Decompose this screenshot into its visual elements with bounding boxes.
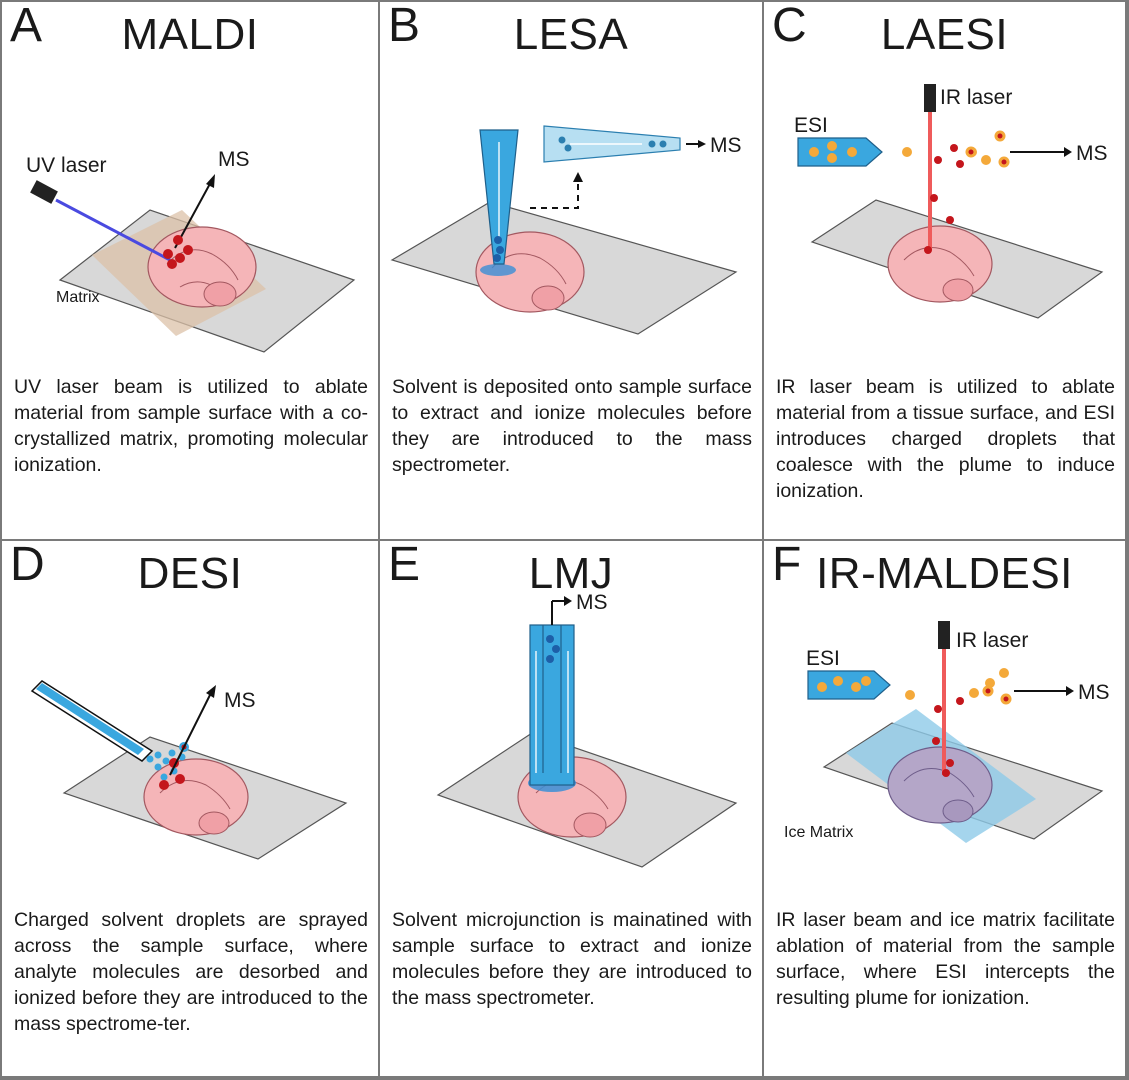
brain-icon bbox=[887, 746, 993, 824]
ms-label: MS bbox=[576, 591, 608, 614]
laser-emitter-icon bbox=[924, 84, 936, 112]
maldi-illustration: UV laser MS Matrix bbox=[26, 148, 356, 353]
laser-label: UV laser bbox=[26, 154, 107, 177]
panel-lesa: MS B LESA Solvent is deposited onto samp… bbox=[380, 2, 764, 541]
panel-title: LMJ bbox=[528, 549, 614, 598]
panel-title: DESI bbox=[137, 549, 243, 598]
matrix-label: Ice Matrix bbox=[784, 824, 853, 841]
matrix-label: Matrix bbox=[56, 289, 100, 306]
ms-label: MS bbox=[1078, 681, 1110, 704]
ms-label: MS bbox=[218, 148, 250, 171]
panel-title: LESA bbox=[513, 10, 629, 59]
panel-description: Solvent is deposited onto sample surface… bbox=[392, 376, 752, 476]
panel-letter: A bbox=[10, 2, 43, 52]
esi-emitter-icon bbox=[797, 137, 883, 167]
panel-description: IR laser beam and ice matrix facilitate … bbox=[776, 909, 1115, 1009]
panel-description: Charged solvent droplets are sprayed acr… bbox=[14, 909, 368, 1035]
panel-laesi: IR laser ESI MS C LAESI IR laser beam is… bbox=[764, 2, 1127, 541]
laser-label: IR laser bbox=[940, 86, 1012, 109]
panel-letter: B bbox=[388, 2, 421, 52]
laser-emitter-icon bbox=[30, 180, 58, 204]
brain-icon bbox=[887, 225, 993, 303]
ir-maldesi-illustration: IR laser ESI MS Ice Matrix bbox=[784, 621, 1110, 843]
ms-label: MS bbox=[1076, 142, 1108, 165]
brain-icon bbox=[143, 758, 249, 836]
panel-lmj: MS E LMJ Solvent microjunction is mainat… bbox=[380, 541, 764, 1078]
panel-title: MALDI bbox=[121, 10, 259, 59]
laser-label: IR laser bbox=[956, 629, 1028, 652]
lmj-illustration: MS bbox=[436, 591, 738, 868]
panel-description: IR laser beam is utilized to ablate mate… bbox=[776, 376, 1115, 502]
panel-title: LAESI bbox=[880, 10, 1009, 59]
panel-description: Solvent microjunction is mainatined with… bbox=[392, 909, 752, 1009]
panel-letter: C bbox=[772, 2, 807, 52]
panel-letter: F bbox=[772, 541, 802, 591]
lesa-illustration: MS bbox=[390, 125, 742, 335]
panel-letter: E bbox=[388, 541, 421, 591]
ms-label: MS bbox=[224, 689, 256, 712]
panel-title: IR-MALDESI bbox=[816, 549, 1073, 598]
esi-label: ESI bbox=[794, 114, 828, 137]
desi-illustration: MS bbox=[30, 680, 348, 860]
ms-label: MS bbox=[710, 134, 742, 157]
microjunction-probe-icon bbox=[529, 624, 575, 786]
panel-maldi: UV laser MS Matrix A MALDI UV laser beam… bbox=[2, 2, 380, 541]
laesi-illustration: IR laser ESI MS bbox=[794, 84, 1108, 319]
brain-icon bbox=[147, 226, 257, 308]
esi-label: ESI bbox=[806, 647, 840, 670]
panel-ir-maldesi: IR laser ESI MS Ice Matrix F IR-MALDESI … bbox=[764, 541, 1127, 1078]
panel-letter: D bbox=[10, 541, 45, 591]
laser-emitter-icon bbox=[938, 621, 950, 649]
panel-description: UV laser beam is utilized to ablate mate… bbox=[14, 376, 368, 476]
panel-desi: MS D DESI Charged solvent droplets are s… bbox=[2, 541, 380, 1078]
